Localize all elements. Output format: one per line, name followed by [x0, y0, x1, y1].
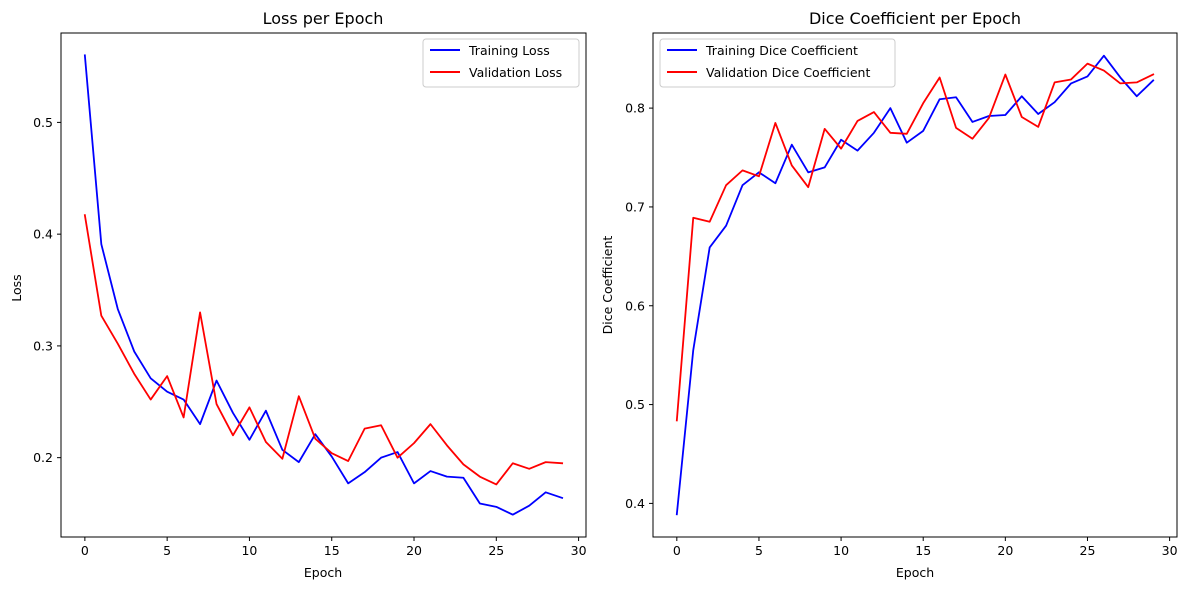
dice-legend: Training Dice Coefficient Validation Dic… [659, 38, 896, 88]
loss-chart-title: Loss per Epoch [263, 9, 384, 28]
legend-validation-dice-label: Validation Dice Coefficient [706, 65, 870, 80]
loss-x-tick-label: 25 [488, 543, 504, 558]
loss-x-tick-label: 5 [163, 543, 171, 558]
dice-x-axis-label: Epoch [896, 565, 934, 580]
dice-y-tick-label: 0.7 [625, 199, 645, 214]
loss-x-tick-label: 15 [324, 543, 340, 558]
legend-training-dice-label: Training Dice Coefficient [705, 43, 858, 58]
loss-legend: Training Loss Validation Loss [422, 38, 580, 88]
loss-x-axis-label: Epoch [304, 565, 342, 580]
dice-series-lines [675, 54, 1155, 516]
loss-y-tick-label: 0.4 [33, 227, 53, 242]
loss-y-tick-label: 0.5 [33, 115, 53, 130]
dice-y-tick-label: 0.4 [625, 496, 645, 511]
dice-x-tick-label: 25 [1080, 543, 1096, 558]
dice-x-tick-label: 5 [755, 543, 763, 558]
loss-x-tick-label: 10 [241, 543, 257, 558]
dice-y-tick-label: 0.8 [625, 101, 645, 116]
loss-x-tick-label: 30 [571, 543, 587, 558]
loss-y-tick-label: 0.2 [33, 450, 53, 465]
dice-x-tick-label: 30 [1162, 543, 1178, 558]
legend-training-loss-label: Training Loss [468, 43, 550, 58]
loss-axes-frame [60, 32, 587, 538]
loss-x-tick-label: 20 [406, 543, 422, 558]
dice-legend-box [659, 38, 896, 88]
loss-series-validation-line [83, 214, 564, 486]
dice-x-tick-label: 10 [833, 543, 849, 558]
dice-x-tick-label: 15 [915, 543, 931, 558]
loss-y-tick-label: 0.3 [33, 338, 53, 353]
dice-chart-title: Dice Coefficient per Epoch [809, 9, 1021, 28]
dice-y-axis-label: Dice Coefficient [600, 236, 615, 335]
legend-validation-loss-label: Validation Loss [469, 65, 562, 80]
loss-ticks: 0 5 10 15 20 25 30 0.2 0.3 0.4 0.5 [33, 115, 586, 558]
dice-x-tick-label: 20 [997, 543, 1013, 558]
loss-x-tick-label: 0 [81, 543, 89, 558]
loss-chart: Loss per Epoch Epoch Loss 0 5 10 15 20 25 30 0.… [9, 9, 587, 580]
dice-series-validation-line [675, 62, 1155, 422]
dice-y-tick-label: 0.5 [625, 397, 645, 412]
dice-y-tick-label: 0.6 [625, 298, 645, 313]
loss-y-axis-label: Loss [9, 274, 24, 301]
dice-ticks: 0 5 10 15 20 25 30 0.4 0.5 0.6 0.7 0.8 [625, 101, 1177, 558]
dice-x-tick-label: 0 [673, 543, 681, 558]
dice-chart: Dice Coefficient per Epoch Epoch Dice Co… [600, 9, 1178, 580]
loss-legend-box [422, 38, 580, 88]
dice-axes-frame [652, 32, 1178, 538]
loss-series-lines [83, 54, 564, 516]
